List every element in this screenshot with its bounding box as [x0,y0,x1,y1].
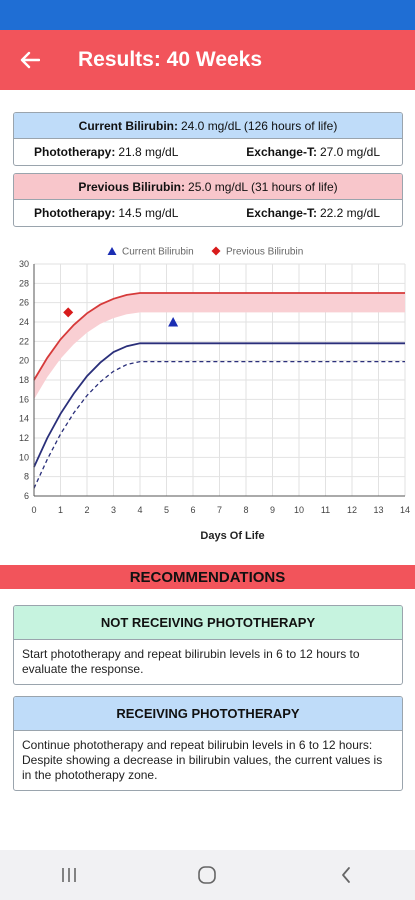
line-exchange [33,292,405,381]
previous-bilirubin-point [63,307,74,318]
x-tick-label: 1 [58,505,63,515]
y-tick-label: 20 [19,356,29,366]
legend-triangle-marker [107,247,117,255]
x-tick-label: 0 [31,505,36,515]
home-icon [198,866,217,884]
system-nav-bar [0,850,415,900]
phototherapy-value: 14.5 mg/dL [118,206,179,220]
arrow-left-icon [20,51,40,69]
y-tick-label: 28 [19,278,29,288]
legend-label: Current Bilirubin [122,247,194,258]
phototherapy-label: Phototherapy: [34,206,116,220]
x-tick-label: 9 [270,505,275,515]
x-tick-label: 13 [373,505,383,515]
current-bilirubin-point [168,317,179,327]
current-bilirubin-label: Current Bilirubin: [78,118,178,133]
legend-diamond-marker [211,246,221,256]
line-phototherapy [33,342,405,468]
exchange-value: 27.0 mg/dL [319,145,380,159]
phototherapy-value: 21.8 mg/dL [118,145,179,159]
home-button[interactable] [177,850,237,900]
y-tick-label: 10 [19,452,29,462]
legend-label: Previous Bilirubin [226,247,303,258]
app-bar: Results: 40 Weeks [0,30,415,90]
y-tick-label: 26 [19,298,29,308]
y-tick-label: 16 [19,394,29,404]
y-tick-label: 6 [24,491,29,501]
x-tick-label: 3 [111,505,116,515]
nav-back-button[interactable] [316,850,376,900]
current-bilirubin-card: Current Bilirubin: 24.0 mg/dL (126 hours… [13,112,403,166]
current-exchange: Exchange-T: 27.0 mg/dL [246,145,380,159]
x-tick-label: 6 [190,505,195,515]
previous-bilirubin-value: 25.0 mg/dL (31 hours of life) [188,179,338,194]
exchange-label: Exchange-T: [246,206,317,220]
current-bilirubin-header: Current Bilirubin: 24.0 mg/dL (126 hours… [14,113,402,139]
x-tick-label: 10 [294,505,304,515]
previous-bilirubin-card: Previous Bilirubin: 25.0 mg/dL (31 hours… [13,173,403,227]
exchange-value: 22.2 mg/dL [319,206,380,220]
line-phototherapy-lower [33,360,405,489]
exchange-label: Exchange-T: [246,145,317,159]
x-tick-label: 11 [321,505,330,515]
page-title: Results: 40 Weeks [78,48,263,71]
status-bar [0,0,415,30]
recommendations-title: RECOMMENDATIONS [0,565,415,589]
nav-back-icon [341,867,350,883]
y-tick-label: 30 [19,259,29,269]
not-receiving-heading: NOT RECEIVING PHOTOTHERAPY [14,606,402,640]
previous-exchange: Exchange-T: 22.2 mg/dL [246,206,380,220]
recent-apps-icon [62,868,76,882]
previous-bilirubin-header: Previous Bilirubin: 25.0 mg/dL (31 hours… [14,174,402,200]
exchange-band [34,293,405,400]
not-receiving-phototherapy-card: NOT RECEIVING PHOTOTHERAPY Start phototh… [13,605,403,685]
receiving-text: Continue phototherapy and repeat bilirub… [22,738,383,782]
y-tick-label: 14 [19,414,29,424]
previous-bilirubin-label: Previous Bilirubin: [78,179,186,194]
bilirubin-chart: Current Bilirubin Previous Bilirubin 6 8 10 1… [0,240,415,550]
y-tick-label: 22 [19,336,29,346]
previous-phototherapy: Phototherapy: 14.5 mg/dL [34,206,178,220]
recent-apps-button[interactable] [39,850,99,900]
x-tick-label: 8 [243,505,248,515]
x-tick-label: 4 [137,505,142,515]
y-tick-label: 24 [19,317,29,327]
x-tick-label: 14 [400,505,410,515]
chart-svg: Current Bilirubin Previous Bilirubin68101… [19,246,410,542]
x-tick-label: 5 [164,505,169,515]
receiving-heading: RECEIVING PHOTOTHERAPY [14,697,402,731]
previous-thresholds-row: Phototherapy: 14.5 mg/dL Exchange-T: 22.2 … [14,200,402,226]
current-bilirubin-value: 24.0 mg/dL (126 hours of life) [181,118,338,133]
x-tick-label: 12 [347,505,357,515]
current-thresholds-row: Phototherapy: 21.8 mg/dL Exchange-T: 27.0 … [14,139,402,165]
phototherapy-label: Phototherapy: [34,145,116,159]
not-receiving-text: Start phototherapy and repeat bilirubin … [22,647,360,676]
x-axis-title: Days Of Life [200,530,264,542]
back-button[interactable] [0,30,60,90]
y-tick-label: 12 [19,433,29,443]
y-tick-label: 8 [24,472,29,482]
current-phototherapy: Phototherapy: 21.8 mg/dL [34,145,178,159]
x-tick-label: 2 [84,505,89,515]
y-tick-label: 18 [19,375,29,385]
x-tick-label: 7 [217,505,222,515]
receiving-phototherapy-card: RECEIVING PHOTOTHERAPY Continue photothe… [13,696,403,791]
